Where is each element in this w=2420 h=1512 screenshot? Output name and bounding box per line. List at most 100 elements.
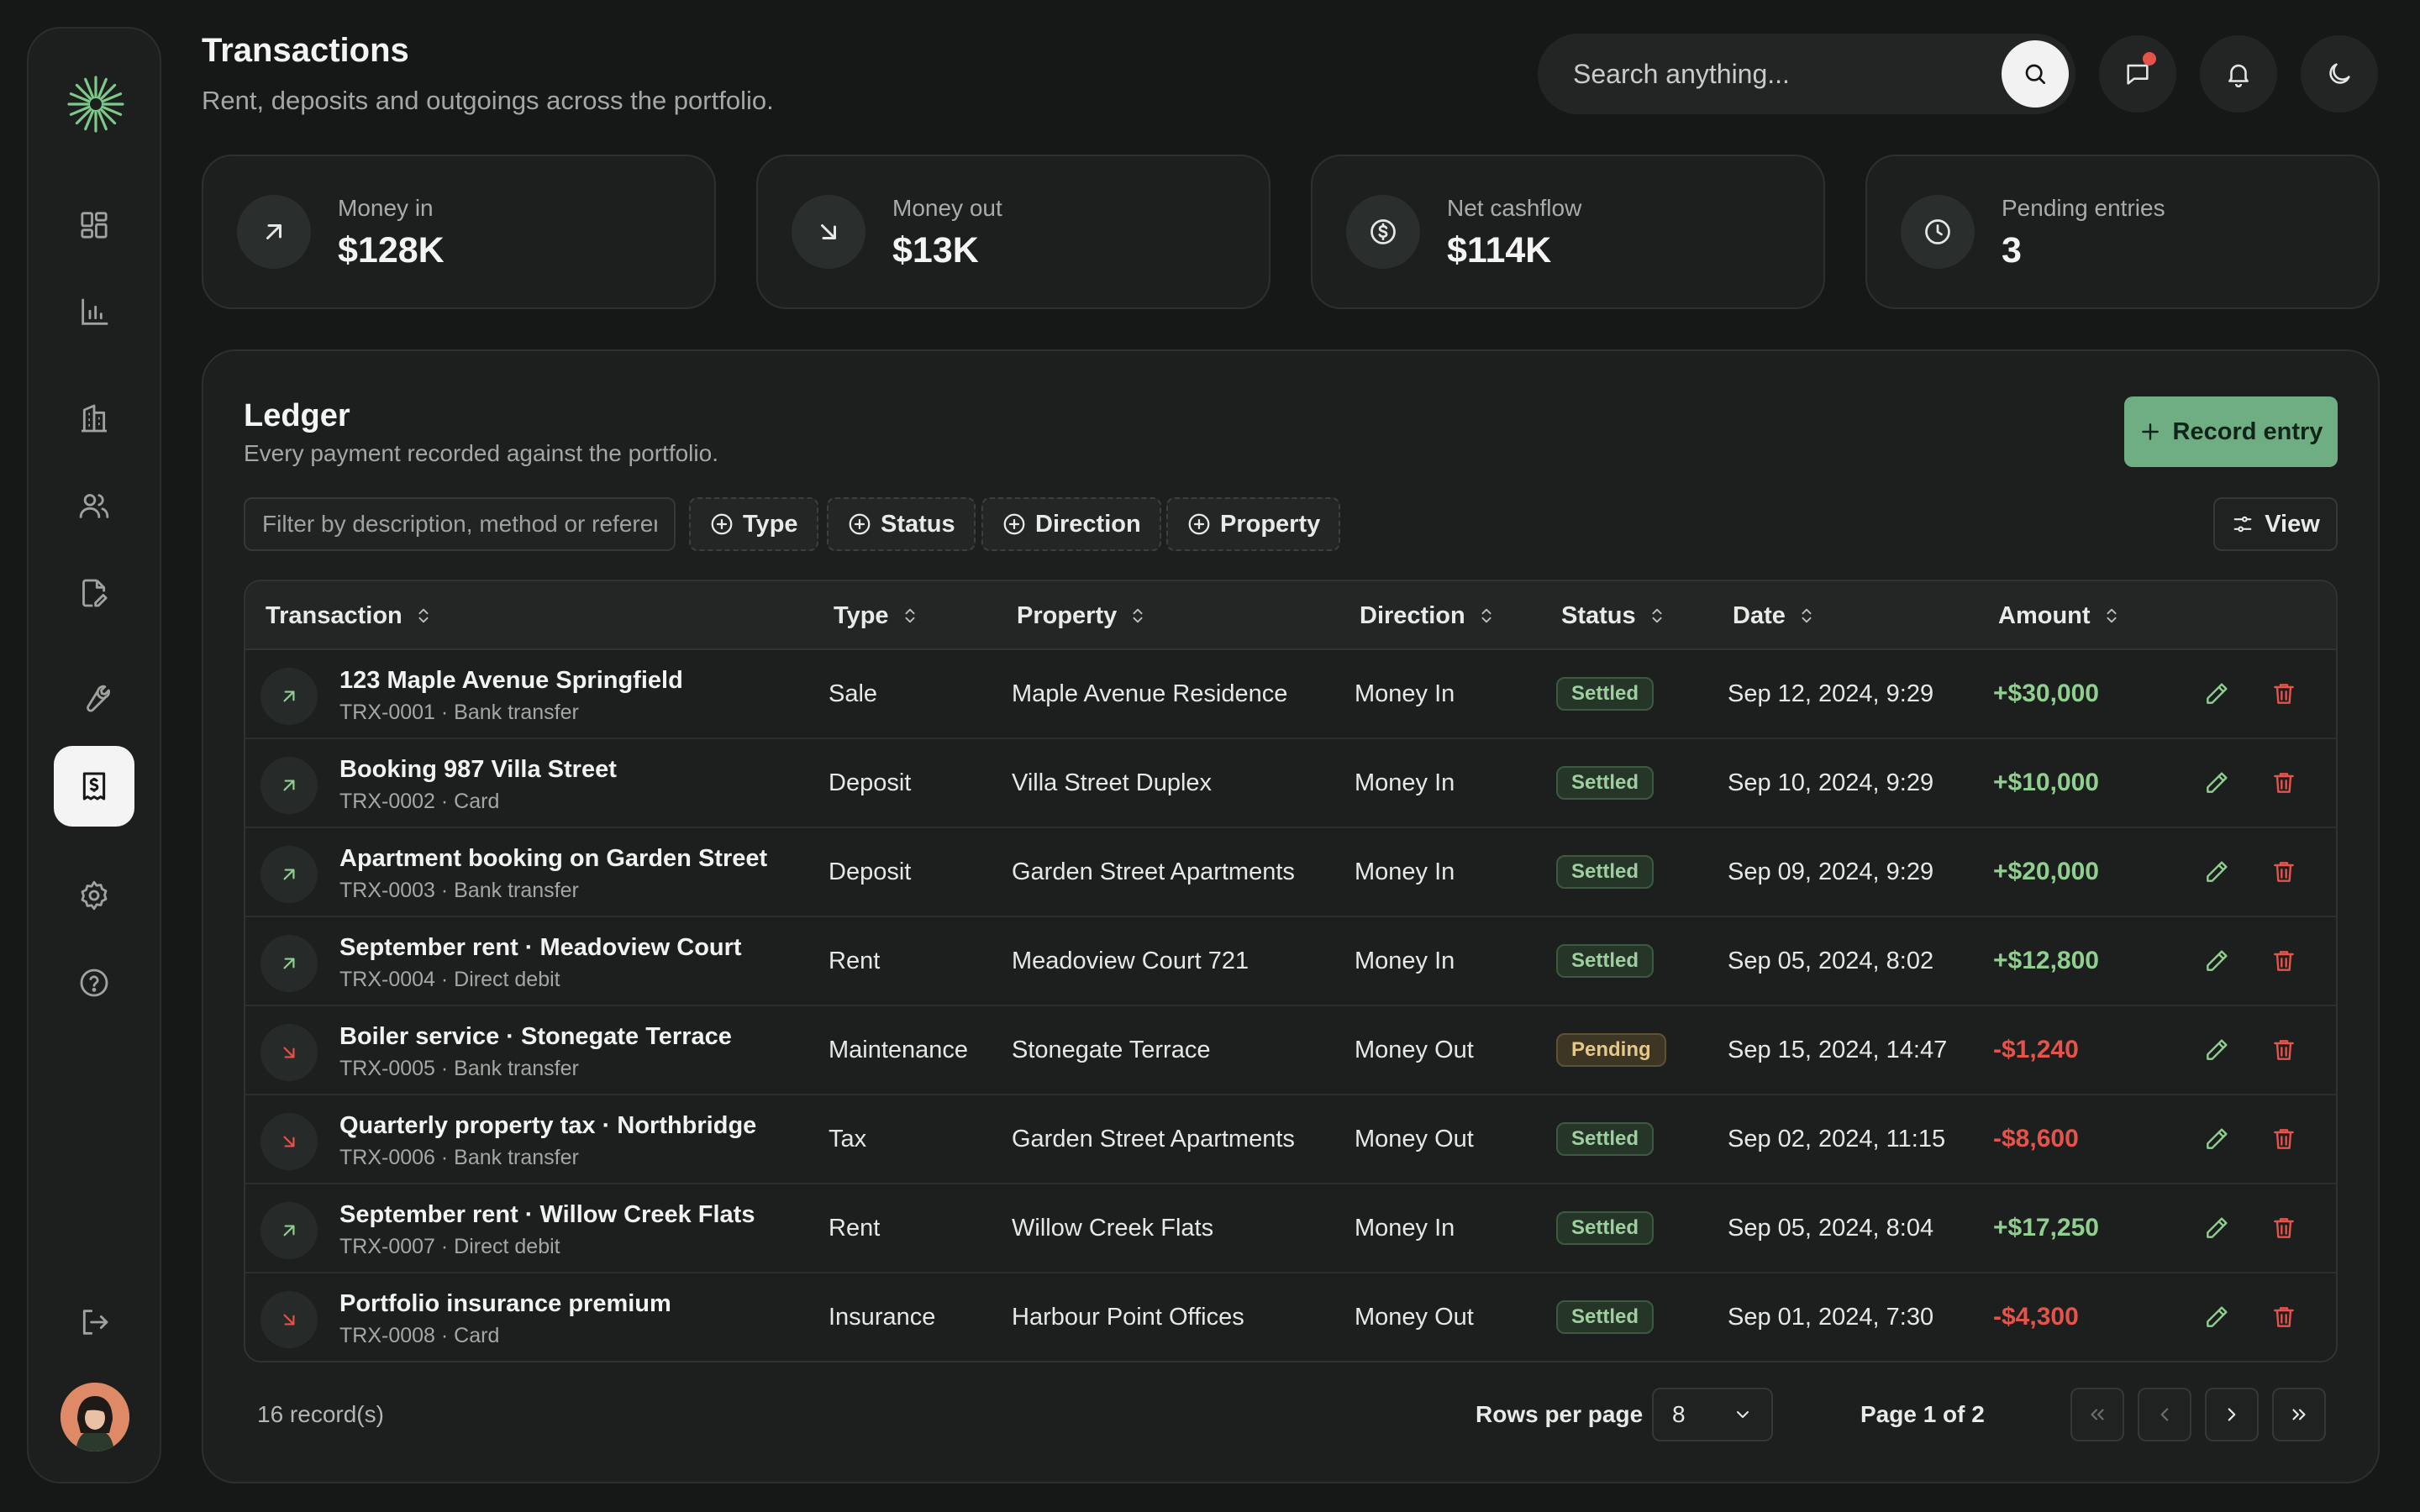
cell-amount: +$10,000: [1993, 769, 2099, 796]
filter-chip-direction[interactable]: Direction: [981, 497, 1161, 551]
delete-button[interactable]: [2264, 941, 2304, 981]
nav-help[interactable]: [54, 942, 134, 1023]
last-page-button[interactable]: [2272, 1388, 2326, 1441]
cell-date: Sep 01, 2024, 7:30: [1728, 1303, 1934, 1331]
chip-label: Direction: [1035, 510, 1141, 538]
table-row[interactable]: September rent · Meadoview Court TRX-0004…: [245, 917, 2336, 1006]
table-header: Transaction Type Property Direction Stat…: [245, 581, 2336, 650]
plus-circle-icon: [849, 513, 871, 535]
cell-date: Sep 05, 2024, 8:02: [1728, 947, 1934, 974]
cell-date: Sep 09, 2024, 9:29: [1728, 858, 1934, 885]
table-row[interactable]: Apartment booking on Garden Street TRX-00…: [245, 828, 2336, 917]
pencil-icon: [2207, 950, 2228, 971]
edit-button[interactable]: [2196, 674, 2237, 714]
delete-button[interactable]: [2264, 1030, 2304, 1070]
ledger-table: Transaction Type Property Direction Stat…: [244, 580, 2338, 1362]
messages-button[interactable]: [2099, 35, 2176, 113]
transaction-title: Apartment booking on Garden Street: [339, 845, 768, 872]
previous-page-button[interactable]: [2138, 1388, 2191, 1441]
column-header-property[interactable]: Property: [1017, 581, 1147, 650]
theme-toggle-button[interactable]: [2301, 35, 2378, 113]
first-page-button[interactable]: [2070, 1388, 2124, 1441]
next-page-button[interactable]: [2205, 1388, 2259, 1441]
edit-button[interactable]: [2196, 1030, 2237, 1070]
nav-maintenance[interactable]: [54, 659, 134, 739]
arrow-up-right-icon: [260, 846, 318, 903]
edit-button[interactable]: [2196, 1208, 2237, 1248]
delete-button[interactable]: [2264, 1119, 2304, 1159]
search-button[interactable]: [2002, 40, 2069, 108]
table-row[interactable]: Booking 987 Villa Street TRX-0002 · Card D…: [245, 739, 2336, 828]
chevron-left-icon: [2160, 1408, 2169, 1421]
cell-date: Sep 02, 2024, 11:15: [1728, 1125, 1946, 1152]
transaction-reference: TRX-0007 · Direct debit: [339, 1235, 560, 1258]
delete-button[interactable]: [2264, 1297, 2304, 1337]
table-row[interactable]: Quarterly property tax · Northbridge TRX-…: [245, 1095, 2336, 1184]
cell-property: Meadoview Court 721: [1012, 947, 1249, 974]
transaction-reference: TRX-0005 · Bank transfer: [339, 1057, 579, 1080]
record-entry-button[interactable]: Record entry: [2124, 396, 2338, 467]
nav-analytics[interactable]: [54, 272, 134, 353]
nav-dashboard[interactable]: [54, 185, 134, 265]
edit-button[interactable]: [2196, 941, 2237, 981]
column-label: Amount: [1998, 601, 2091, 629]
filter-input[interactable]: [244, 497, 676, 551]
transaction-reference: TRX-0008 · Card: [339, 1324, 500, 1347]
stat-card-net-cashflow: Net cashflow $114K: [1311, 155, 1825, 309]
table-row[interactable]: Boiler service · Stonegate Terrace TRX-00…: [245, 1006, 2336, 1095]
filter-chip-status[interactable]: Status: [827, 497, 976, 551]
cell-type: Rent: [829, 947, 881, 974]
column-header-transaction[interactable]: Transaction: [266, 581, 433, 650]
wrench-icon: [87, 685, 110, 712]
logo-icon[interactable]: [66, 74, 126, 134]
column-header-date[interactable]: Date: [1733, 581, 1816, 650]
pencil-icon: [2207, 772, 2228, 793]
cell-amount: +$17,250: [1993, 1214, 2099, 1242]
transaction-title: Portfolio insurance premium: [339, 1290, 671, 1317]
filter-chip-property[interactable]: Property: [1166, 497, 1341, 551]
cell-property: Garden Street Apartments: [1012, 1125, 1295, 1152]
delete-button[interactable]: [2264, 763, 2304, 803]
edit-button[interactable]: [2196, 1297, 2237, 1337]
column-header-amount[interactable]: Amount: [1998, 581, 2121, 650]
delete-button[interactable]: [2264, 1208, 2304, 1248]
nav-transactions[interactable]: [54, 746, 134, 827]
stat-value: $114K: [1447, 230, 1552, 270]
column-header-type[interactable]: Type: [834, 581, 919, 650]
table-row[interactable]: Portfolio insurance premium TRX-0008 · Ca…: [245, 1273, 2336, 1361]
column-header-status[interactable]: Status: [1561, 581, 1666, 650]
search-input[interactable]: [1538, 34, 2002, 114]
trash-icon: [2274, 951, 2294, 971]
edit-button[interactable]: [2196, 852, 2237, 892]
avatar[interactable]: [60, 1383, 129, 1452]
rows-per-page-label: Rows per page: [1476, 1401, 1644, 1427]
search-box: [1538, 34, 2075, 114]
cell-direction: Money Out: [1355, 1125, 1474, 1152]
nav-properties[interactable]: [54, 378, 134, 459]
delete-button[interactable]: [2264, 674, 2304, 714]
view-label: View: [2265, 510, 2320, 538]
view-options-button[interactable]: View: [2213, 497, 2338, 551]
nav-documents[interactable]: [54, 553, 134, 633]
column-label: Date: [1733, 601, 1786, 629]
moon-icon: [2329, 63, 2350, 84]
dashboard-icon: [81, 212, 108, 239]
column-header-direction[interactable]: Direction: [1360, 581, 1496, 650]
filter-chip-type[interactable]: Type: [689, 497, 818, 551]
rows-per-page-select[interactable]: 8: [1652, 1388, 1773, 1441]
edit-button[interactable]: [2196, 763, 2237, 803]
nav-logout[interactable]: [54, 1282, 134, 1362]
table-row[interactable]: September rent · Willow Creek Flats TRX-0…: [245, 1184, 2336, 1273]
bell-icon: [2228, 64, 2249, 88]
notifications-button[interactable]: [2200, 35, 2277, 113]
sort-icon: [1652, 608, 1662, 623]
table-row[interactable]: 123 Maple Avenue Springfield TRX-0001 · B…: [245, 650, 2336, 739]
nav-tenants[interactable]: [54, 465, 134, 546]
cell-direction: Money In: [1355, 680, 1455, 707]
nav-settings[interactable]: [54, 855, 134, 936]
cell-amount: -$4,300: [1993, 1303, 2079, 1331]
search-icon: [2025, 64, 2045, 84]
delete-button[interactable]: [2264, 852, 2304, 892]
document-edit-icon: [82, 579, 108, 607]
edit-button[interactable]: [2196, 1119, 2237, 1159]
